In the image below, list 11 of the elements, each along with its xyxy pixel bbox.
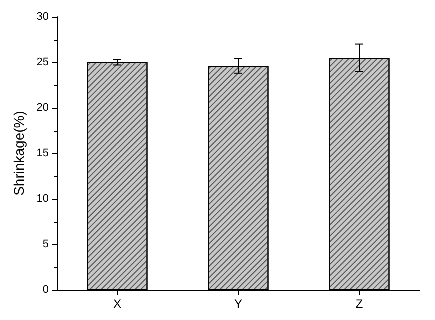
y-tick-label: 5 — [42, 238, 49, 250]
y-tick-label: 30 — [36, 11, 49, 23]
x-tick-label: Z — [356, 297, 364, 311]
y-tick-label: 0 — [42, 284, 49, 296]
y-axis-title: Shrinkage(%) — [10, 111, 27, 196]
x-tick-label: X — [113, 297, 122, 311]
y-tick-label: 25 — [36, 56, 49, 68]
y-tick-label: 20 — [36, 102, 49, 114]
x-tick-label: Y — [234, 297, 243, 311]
y-tick-label: 10 — [36, 193, 49, 205]
y-tick-label: 15 — [36, 148, 49, 160]
